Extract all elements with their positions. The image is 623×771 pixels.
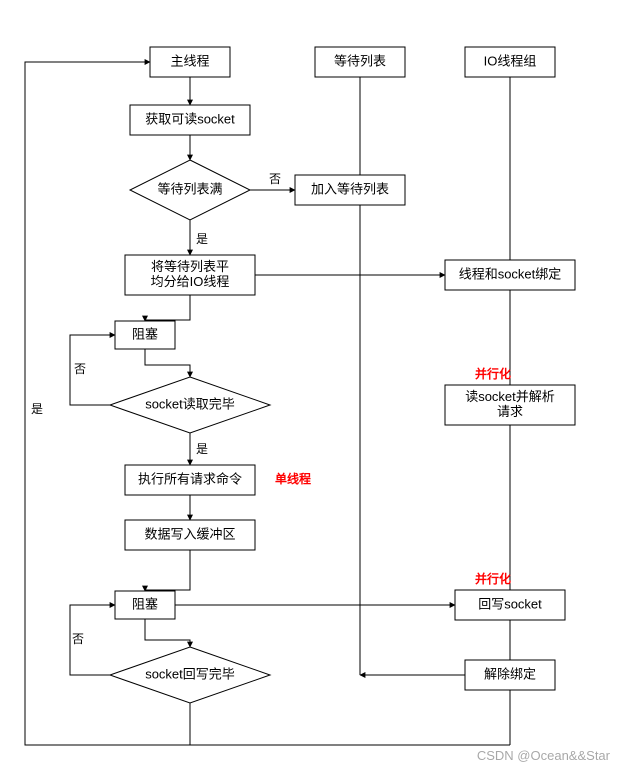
svg-text:是: 是 (196, 232, 208, 246)
svg-text:否: 否 (74, 362, 86, 376)
node-main_header: 主线程 (150, 47, 230, 77)
node-label: 执行所有请求命令 (138, 471, 242, 486)
node-label: 等待列表满 (157, 181, 222, 196)
node-io_header: IO线程组 (465, 47, 555, 77)
node-label: 解除绑定 (484, 666, 536, 681)
node-label: socket回写完毕 (145, 666, 235, 681)
node-get_socket: 获取可读socket (130, 105, 250, 135)
node-label: IO线程组 (484, 53, 537, 68)
node-writeback: 回写socket (455, 590, 565, 620)
node-block1: 阻塞 (115, 321, 175, 349)
node-label: 等待列表 (334, 53, 386, 68)
node-unbind: 解除绑定 (465, 660, 555, 690)
node-label: 阻塞 (132, 596, 158, 611)
node-label: 阻塞 (132, 326, 158, 341)
node-write_done: socket回写完毕 (110, 647, 270, 703)
edges: 否是否是否是 (25, 62, 510, 745)
svg-text:是: 是 (196, 442, 208, 456)
node-label: 均分给IO线程 (151, 274, 230, 289)
node-distribute: 将等待列表平均分给IO线程 (125, 255, 255, 295)
node-wait_full: 等待列表满 (130, 160, 250, 220)
accent-label: 并行化 (475, 366, 511, 381)
node-waiting_header: 等待列表 (315, 47, 405, 77)
node-write_buf: 数据写入缓冲区 (125, 520, 255, 550)
node-label: 数据写入缓冲区 (144, 526, 235, 541)
node-label: 将等待列表平 (151, 259, 229, 274)
node-read_done: socket读取完毕 (110, 377, 270, 433)
node-block2: 阻塞 (115, 591, 175, 619)
svg-text:否: 否 (72, 632, 84, 646)
node-exec: 执行所有请求命令 (125, 465, 255, 495)
node-label: socket读取完毕 (145, 396, 235, 411)
accent-label: 并行化 (475, 571, 511, 586)
node-read_parse: 读socket并解析请求 (445, 385, 575, 425)
node-label: 线程和socket绑定 (459, 266, 562, 281)
node-join_wait: 加入等待列表 (295, 175, 405, 205)
node-bind: 线程和socket绑定 (445, 260, 575, 290)
svg-text:否: 否 (269, 172, 281, 186)
node-label: 加入等待列表 (311, 181, 389, 196)
node-label: 获取可读socket (145, 111, 235, 126)
node-label: 回写socket (478, 596, 542, 611)
accent-label: 单线程 (275, 471, 311, 486)
node-label: 读socket并解析 (465, 389, 555, 404)
svg-text:是: 是 (31, 402, 43, 416)
watermark: CSDN @Ocean&&Star (477, 748, 611, 763)
node-label: 请求 (497, 404, 523, 419)
node-label: 主线程 (170, 53, 209, 68)
